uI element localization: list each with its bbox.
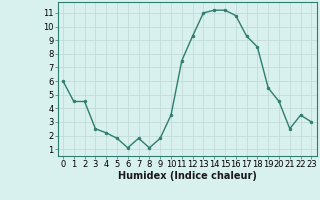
X-axis label: Humidex (Indice chaleur): Humidex (Indice chaleur) [118,171,257,181]
